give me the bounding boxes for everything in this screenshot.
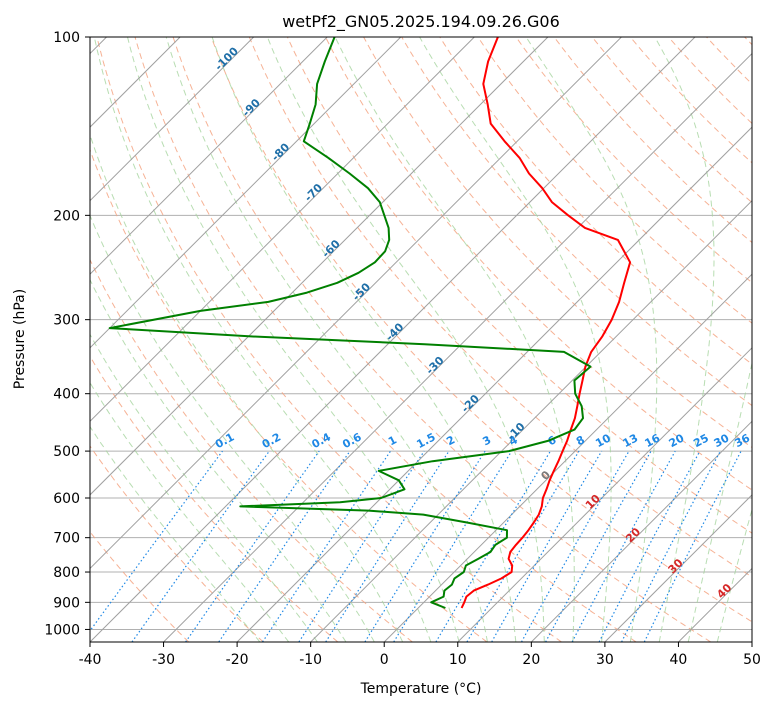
y-tick-label: 700 (53, 531, 80, 547)
y-tick-label: 900 (53, 595, 80, 611)
isotherm (604, 494, 752, 642)
dry-adiabat (248, 37, 752, 578)
mixing-ratio-line (218, 450, 351, 642)
mixing-ratio-label: 36 (732, 431, 752, 450)
mixing-ratio-label: 10 (593, 431, 613, 450)
dry-adiabat (325, 37, 752, 491)
mixing-ratio-lines (90, 450, 742, 642)
y-tick-label: 500 (53, 444, 80, 460)
mixing-ratio-label: 25 (691, 431, 711, 450)
moist-adiabat (90, 278, 347, 642)
mixing-ratio-line (90, 450, 223, 632)
dry-adiabat (210, 37, 752, 623)
moist-adiabat (90, 133, 404, 642)
mixing-ratio-line (571, 450, 676, 642)
moist-adiabat (654, 37, 715, 642)
isotherm (310, 199, 752, 642)
mixing-ratio-line (298, 450, 425, 642)
moist-adiabat (716, 507, 752, 642)
x-tick-label: 20 (522, 652, 540, 668)
isotherms (90, 37, 752, 642)
dry-adiabat (286, 37, 752, 534)
x-tick-label: 40 (670, 652, 688, 668)
moist-adiabat (266, 37, 545, 642)
y-tick-label: 1000 (44, 622, 80, 638)
dry-adiabat (96, 37, 562, 642)
dewpoint-profile-line (108, 37, 592, 609)
moist-adiabat (165, 37, 488, 642)
y-tick-label: 100 (53, 30, 80, 46)
mixing-ratio-label: 30 (712, 431, 732, 450)
mixing-ratio-line (185, 450, 320, 642)
mixing-ratio-line (131, 450, 270, 642)
moist-adiabat (90, 381, 290, 642)
moist-adiabat (334, 37, 575, 642)
x-tick-label: -40 (79, 652, 102, 668)
y-tick-label: 300 (53, 313, 80, 329)
mixing-ratio-line (545, 450, 652, 642)
isotherm (236, 126, 752, 642)
y-axis-ticks: 100 200 300 400 500 600 700 800 900 1000 (44, 30, 90, 638)
x-tick-label: 0 (380, 652, 389, 668)
isotherm (90, 37, 696, 642)
mixing-ratio-label: 20 (667, 431, 687, 450)
mixing-ratio-label: 16 (643, 431, 663, 450)
x-tick-label: -10 (299, 652, 322, 668)
isotherm (457, 347, 752, 642)
isotherm (90, 37, 328, 275)
isotherm (90, 37, 549, 496)
y-tick-label: 400 (53, 387, 80, 403)
isotherm (90, 37, 475, 423)
pressure-gridlines (90, 37, 752, 630)
isotherm (163, 52, 752, 642)
isotherm (530, 420, 752, 642)
x-tick-label: 10 (449, 652, 467, 668)
x-tick-label: 30 (596, 652, 614, 668)
y-tick-label: 600 (53, 491, 80, 507)
moist-adiabat (419, 37, 612, 642)
mixing-ratio-line (325, 450, 450, 642)
mixing-ratio-label: 13 (621, 431, 641, 450)
dry-adiabat (90, 258, 413, 642)
moist-adiabat (127, 37, 460, 642)
moist-adiabat (90, 425, 261, 642)
moist-adiabat (525, 37, 658, 642)
isotherm (383, 273, 752, 642)
x-axis-ticks: -40 -30 -20 -10 0 10 20 30 40 50 (79, 642, 761, 668)
mixing-ratio-line (643, 450, 742, 642)
plot-frame (89, 36, 753, 643)
chart-title: wetPf2_GN05.2025.194.09.26.G06 (282, 12, 560, 32)
moist-adiabat (90, 333, 318, 642)
dry-adiabat (172, 37, 712, 642)
x-tick-label: -30 (152, 652, 175, 668)
mixing-ratio-line (261, 450, 391, 642)
sounding-profiles (108, 37, 632, 609)
moist-adiabats (90, 37, 752, 642)
isotherm (90, 37, 255, 202)
y-axis-label: Pressure (hPa) (12, 289, 28, 389)
moist-adiabat (211, 37, 517, 642)
x-axis-label: Temperature (°C) (360, 681, 482, 697)
isotherm (90, 37, 402, 349)
temperature-profile-line (460, 37, 632, 609)
x-tick-label: 50 (743, 652, 761, 668)
moist-adiabat (90, 214, 375, 642)
y-tick-label: 800 (53, 565, 80, 581)
mixing-ratio-line (520, 450, 630, 642)
dry-adiabat (90, 445, 264, 642)
y-tick-label: 200 (53, 208, 80, 224)
mixing-ratio-line (393, 450, 513, 642)
moist-adiabat (687, 360, 752, 642)
moist-adiabat (93, 37, 432, 642)
dry-adiabat (90, 355, 339, 642)
x-tick-label: -20 (226, 652, 249, 668)
